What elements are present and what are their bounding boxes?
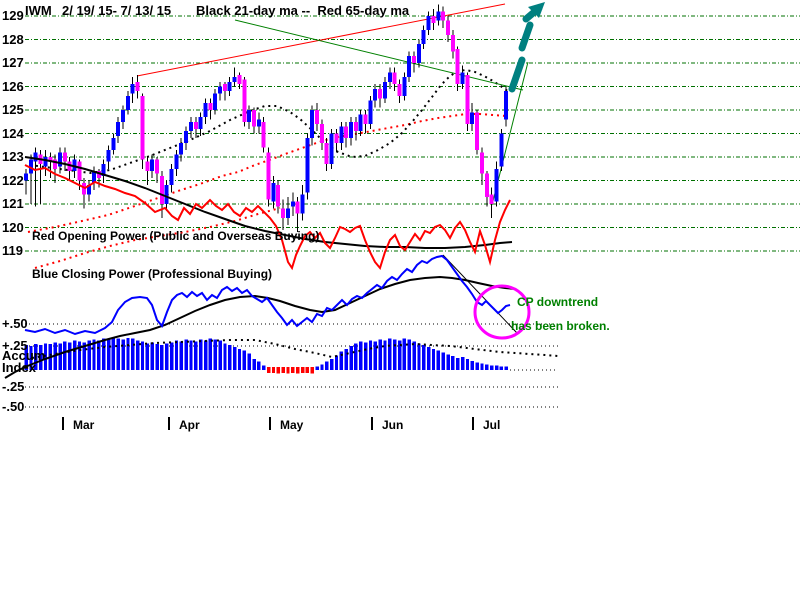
arrow-head-icon (528, 2, 545, 18)
cp-downtrend-line (442, 254, 518, 334)
price-tick-label: 120 (2, 219, 24, 235)
accum-ma-line (31, 339, 559, 359)
month-label: Jul (483, 418, 501, 432)
candlesticks (24, 4, 509, 233)
month-label: Mar (73, 418, 95, 432)
month-label: Apr (179, 418, 200, 432)
price-tick-label: 124 (2, 125, 24, 141)
symbol-title: IWM (25, 3, 52, 18)
indicator-tick-label: -.25 (2, 379, 25, 394)
closing-power-label: Blue Closing Power (Professional Buying) (32, 267, 273, 281)
price-tick-label: 127 (2, 55, 24, 70)
opening-power-label: Red Opening Power (Public and Overseas B… (32, 229, 320, 243)
price-tick-label: 129 (2, 8, 24, 23)
opening-power-ma-line (24, 156, 513, 249)
highlight-circle (473, 284, 531, 340)
price-tick-label: 125 (2, 102, 24, 117)
indicator-name-line1: Accum (2, 348, 46, 363)
cp-break-circle (473, 284, 531, 340)
price-gridlines (25, 15, 800, 252)
month-ticks (62, 417, 474, 430)
indicator-tick-label: +.25 (2, 338, 28, 353)
green-downtrend-line (234, 19, 524, 91)
price-tick-label: 123 (2, 149, 24, 164)
opening-power-line (24, 164, 511, 271)
cp-note-line2: has been broken. (511, 319, 610, 333)
indicator-tick-label: -.50 (2, 399, 25, 414)
indicator-tick-label: +.50 (2, 316, 28, 331)
price-tick-label: 126 (2, 78, 24, 94)
closing-power-line (24, 254, 511, 336)
teal-up-arrow (508, 2, 545, 93)
closing-power-ma-line (4, 275, 516, 379)
trendlines (136, 3, 529, 334)
month-label: Jun (382, 418, 404, 432)
indicator-name-line2: Index (2, 360, 36, 375)
price-tick-label: 121 (2, 196, 24, 211)
date-range-title: 2/ 19/ 15- 7/ 13/ 15 (62, 3, 172, 18)
moving-averages (27, 68, 510, 269)
cp-note-line1: CP downtrend (517, 295, 599, 309)
price-tick-label: 122 (2, 172, 24, 188)
price-tick-label: 119 (2, 243, 23, 258)
ma-legend-title: Black 21-day ma -- Red 65-day ma (196, 3, 410, 18)
price-tick-label: 128 (2, 31, 24, 47)
month-label: May (280, 418, 304, 432)
